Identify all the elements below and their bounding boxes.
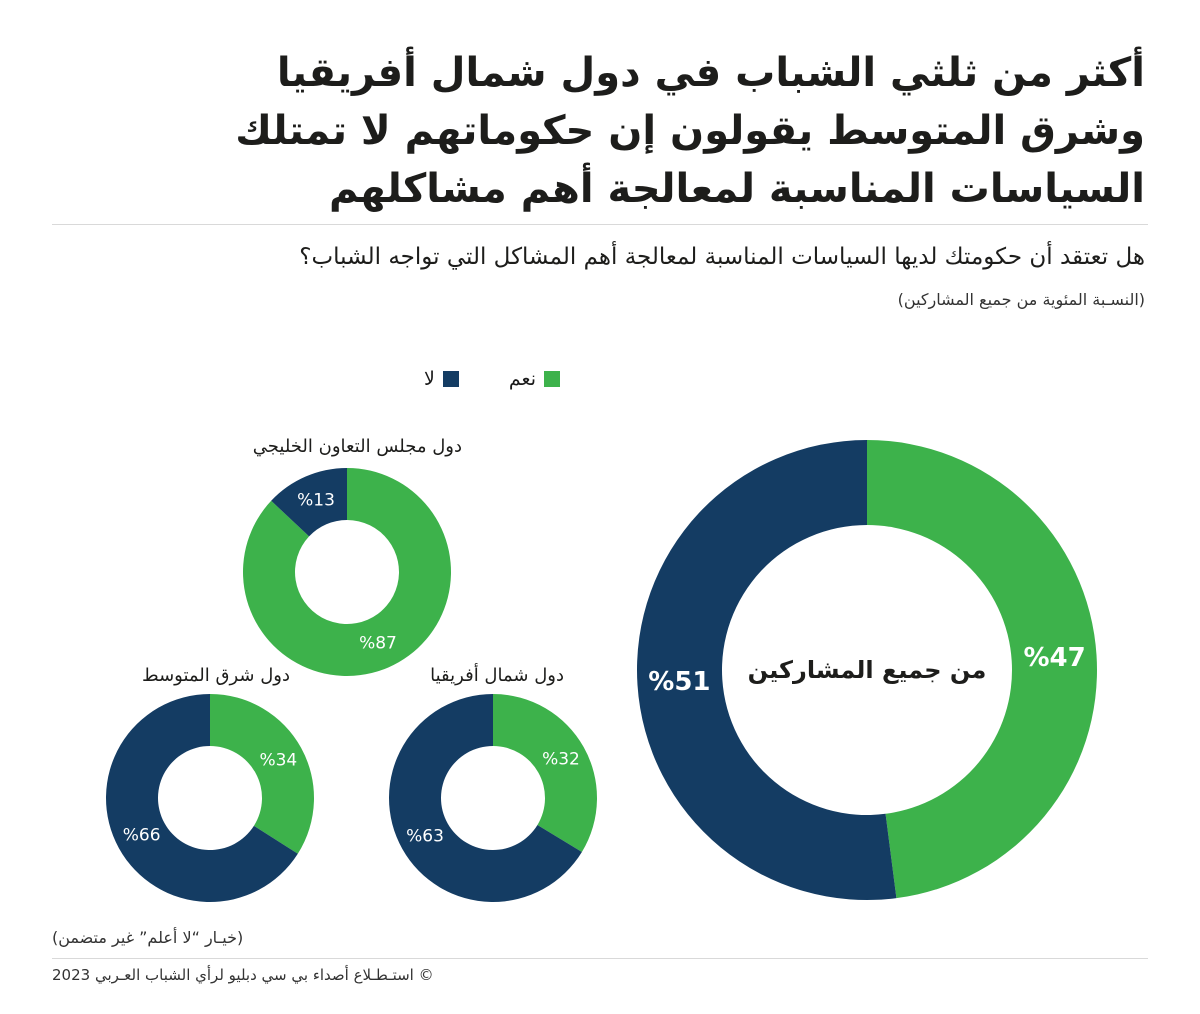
donut-north-africa-slice-yes [493, 694, 597, 852]
donut-levant-slice-no [106, 694, 298, 902]
source-credit: © استـطـلاع أصداء بي سي دبليو لرأي الشبا… [52, 966, 434, 984]
chart-subtitle: (النسـبة المئوية من جميع المشاركين) [897, 290, 1145, 309]
legend-label-yes: نعم [508, 368, 536, 390]
top-divider [52, 224, 1148, 225]
survey-question: هل تعتقد أن حكومتك لديها السياسات المناس… [299, 244, 1145, 270]
donut-north-africa-label-no: %63 [406, 826, 444, 846]
donut-overall-slice-yes [867, 440, 1097, 899]
bottom-divider [52, 958, 1148, 959]
legend-item-no: لا [424, 368, 459, 390]
donut-overall-center-label: من جميع المشاركين [748, 656, 987, 684]
legend-swatch-yes [544, 371, 560, 387]
donut-levant-slice-yes [210, 694, 315, 854]
donut-gcc-label-no: %13 [297, 490, 335, 510]
donut-overall-label-no: %51 [648, 667, 710, 697]
donut-overall-label-yes: %47 [1023, 643, 1085, 673]
legend-label-no: لا [424, 368, 435, 390]
donut-north-africa-label-yes: %32 [542, 750, 580, 770]
legend-swatch-no [442, 371, 459, 387]
donut-levant-label-no: %66 [123, 826, 161, 846]
donut-gcc-label-yes: %87 [359, 634, 397, 654]
donut-overall-slice-no [636, 440, 897, 900]
donut-north-africa-slice-no [389, 694, 582, 902]
chart-legend: نعم لا [370, 364, 560, 394]
donut-title-gcc: دول مجلس التعاون الخليجي [252, 436, 462, 457]
donut-gcc-slice-no [271, 468, 347, 537]
legend-item-yes: نعم [509, 368, 560, 390]
donut-title-north-africa: دول شمال أفريقيا [430, 665, 564, 686]
donut-title-levant: دول شرق المتوسط [142, 665, 290, 686]
donut-levant-label-yes: %34 [259, 750, 297, 770]
footnote: (خيـار “لا أعلم” غير متضمن) [52, 928, 244, 947]
donut-gcc-slice-yes [243, 468, 451, 676]
page-title: أكثر من ثلثي الشباب في دول شمال أفريقيا … [235, 50, 1145, 212]
